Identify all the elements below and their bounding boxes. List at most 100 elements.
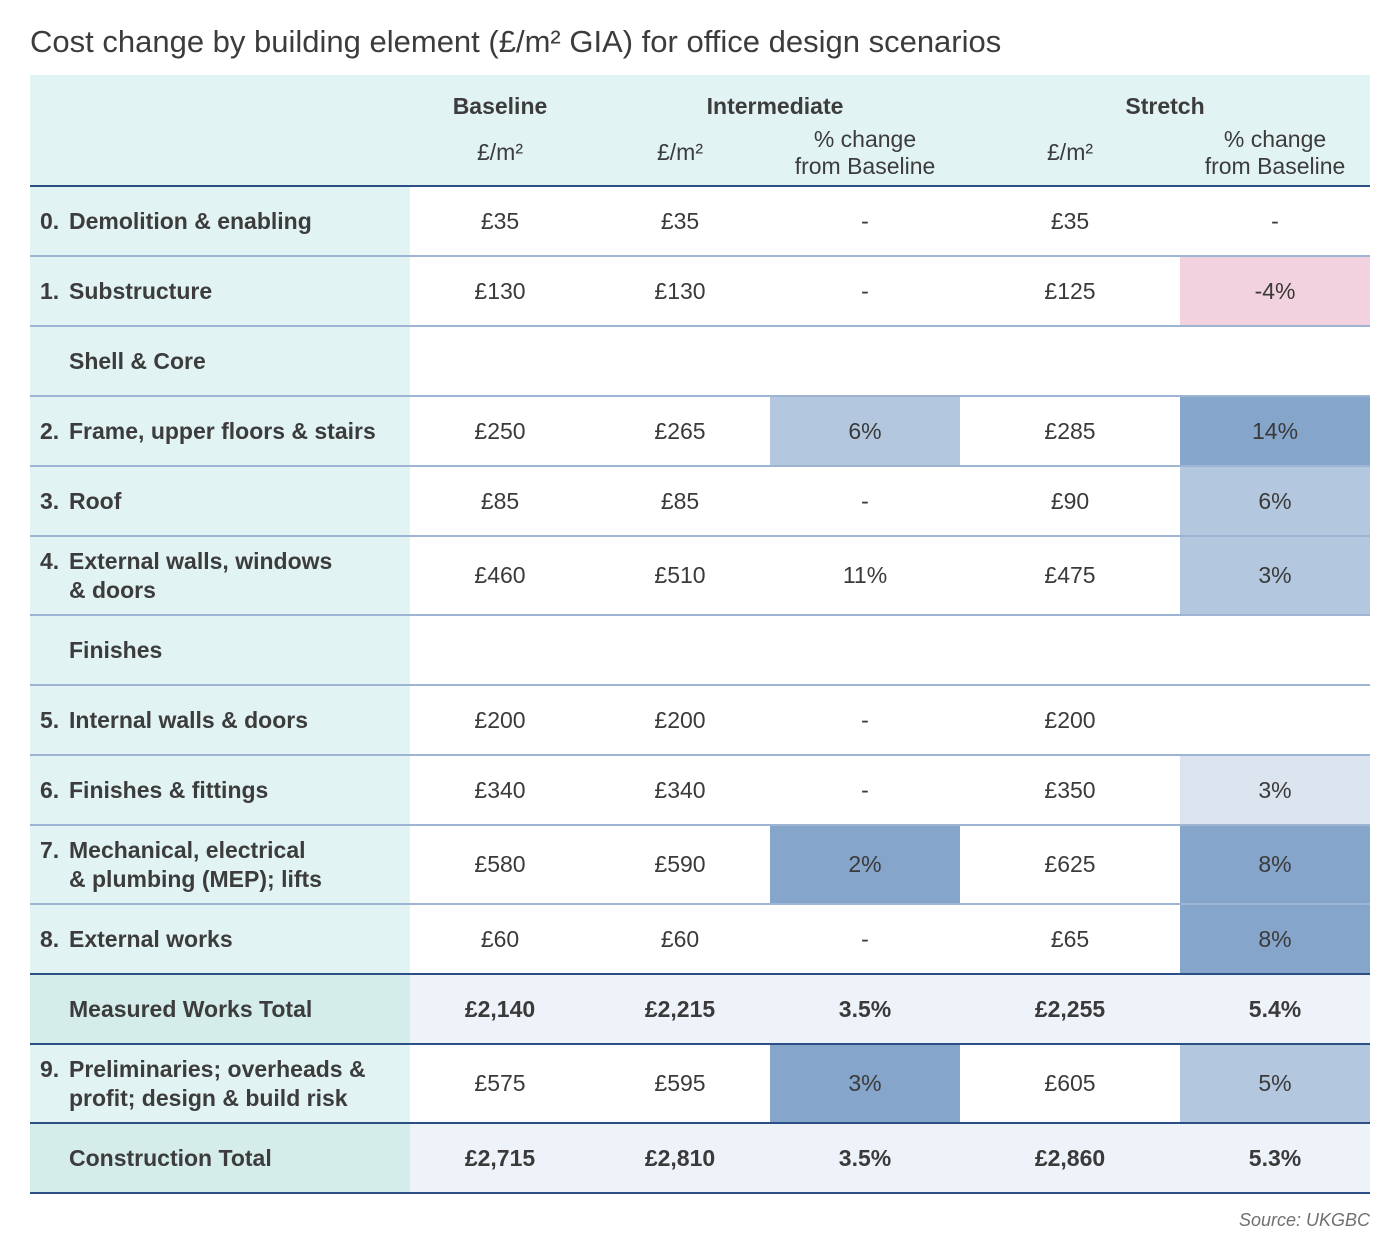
row-label: 4. External walls, windows & doors xyxy=(30,536,410,616)
value-cell: £200 xyxy=(960,685,1181,756)
value-cell: - xyxy=(770,685,961,756)
table-body: 0. Demolition & enabling £35 £35- £35-1. Subs… xyxy=(30,186,1371,1194)
group-header-baseline: Baseline xyxy=(410,75,590,120)
table-row: 2. Frame, upper floors & stairs £250 £265 6%… xyxy=(30,396,1371,467)
value-cell: £475 xyxy=(960,536,1181,616)
group-header-stretch: Stretch xyxy=(960,75,1371,120)
value-cell: £2,215 xyxy=(590,974,770,1045)
value-cell: - xyxy=(1180,186,1371,257)
section-label: Shell & Core xyxy=(30,326,410,397)
value-cell: £90 xyxy=(960,466,1181,537)
value-cell: 2% xyxy=(770,825,961,905)
table-row: 7. Mechanical, electrical & plumbing (MEP)… xyxy=(30,825,1371,905)
cost-table: Baseline Intermediate Stretch £/m² £/m² … xyxy=(30,75,1371,1194)
value-cell: £85 xyxy=(410,466,590,537)
value-cell: £340 xyxy=(590,755,770,826)
value-cell: £350 xyxy=(960,755,1181,826)
section-blank xyxy=(410,615,1371,686)
value-cell: 3% xyxy=(1180,755,1371,826)
row-label: 3. Roof xyxy=(30,466,410,537)
column-header: % change from Baseline xyxy=(1180,120,1371,186)
row-number: 5. xyxy=(40,706,60,733)
value-cell: 3.5% xyxy=(770,974,961,1045)
row-label: 6. Finishes & fittings xyxy=(30,755,410,826)
header-corner xyxy=(30,75,410,120)
column-header: £/m² xyxy=(410,120,590,186)
value-cell: £35 xyxy=(410,186,590,257)
table-row: 8. External works £60 £60- £65 8% xyxy=(30,904,1371,975)
value-cell: £2,860 xyxy=(960,1123,1181,1194)
value-cell: - xyxy=(770,186,961,257)
value-cell: - xyxy=(770,256,961,327)
row-number: 6. xyxy=(40,776,60,803)
value-cell: - xyxy=(770,904,961,975)
value-cell: £200 xyxy=(410,685,590,756)
table-row: 4. External walls, windows & doors £460 £510… xyxy=(30,536,1371,616)
section-label-text: Shell & Core xyxy=(69,347,206,374)
value-cell: £580 xyxy=(410,825,590,905)
value-cell: £130 xyxy=(410,256,590,327)
section-row: Shell & Core xyxy=(30,326,1371,397)
value-cell: £65 xyxy=(960,904,1181,975)
value-cell: £200 xyxy=(590,685,770,756)
value-cell: £130 xyxy=(590,256,770,327)
value-cell: £35 xyxy=(590,186,770,257)
table-row: 5. Internal walls & doors £200 £200- £200 xyxy=(30,685,1371,756)
value-cell: 3% xyxy=(770,1044,961,1124)
row-number: 4. xyxy=(40,547,60,574)
total-row: Measured Works Total £2,140 £2,215 3.5% £2,2… xyxy=(30,974,1371,1045)
value-cell: £510 xyxy=(590,536,770,616)
row-label: 7. Mechanical, electrical & plumbing (MEP)… xyxy=(30,825,410,905)
value-cell: 8% xyxy=(1180,904,1371,975)
value-cell: £625 xyxy=(960,825,1181,905)
chart-title: Cost change by building element (£/m² GI… xyxy=(30,24,1002,59)
header-corner-sub xyxy=(30,120,410,186)
value-cell: £2,715 xyxy=(410,1123,590,1194)
value-cell: £2,255 xyxy=(960,974,1181,1045)
value-cell: £590 xyxy=(590,825,770,905)
row-label: 2. Frame, upper floors & stairs xyxy=(30,396,410,467)
table-row: 6. Finishes & fittings £340 £340- £350 3% xyxy=(30,755,1371,826)
row-number: 1. xyxy=(40,277,60,304)
table-row: 0. Demolition & enabling £35 £35- £35- xyxy=(30,186,1371,257)
value-cell: £265 xyxy=(590,396,770,467)
value-cell: £125 xyxy=(960,256,1181,327)
value-cell: 5.3% xyxy=(1180,1123,1371,1194)
value-cell: 14% xyxy=(1180,396,1371,467)
value-cell: £60 xyxy=(590,904,770,975)
row-label: 0. Demolition & enabling xyxy=(30,186,410,257)
total-label: Construction Total xyxy=(30,1123,410,1194)
table-header: Baseline Intermediate Stretch £/m² £/m² … xyxy=(30,75,1371,186)
table-row: 9. Preliminaries; overheads & profit; desi… xyxy=(30,1044,1371,1124)
total-label: Measured Works Total xyxy=(30,974,410,1045)
row-number: 8. xyxy=(40,925,60,952)
value-cell: £250 xyxy=(410,396,590,467)
row-label: 8. External works xyxy=(30,904,410,975)
value-cell: £60 xyxy=(410,904,590,975)
section-blank xyxy=(410,326,1371,397)
value-cell: - xyxy=(770,755,961,826)
group-header-intermediate: Intermediate xyxy=(590,75,961,120)
value-cell: 3.5% xyxy=(770,1123,961,1194)
value-cell: £285 xyxy=(960,396,1181,467)
value-cell: £85 xyxy=(590,466,770,537)
table-row: 1. Substructure £130 £130- £125 -4% xyxy=(30,256,1371,327)
value-cell: 5% xyxy=(1180,1044,1371,1124)
column-header: % change from Baseline xyxy=(770,120,961,186)
row-number: 7. xyxy=(40,836,60,863)
value-cell: £2,810 xyxy=(590,1123,770,1194)
section-label: Finishes xyxy=(30,615,410,686)
value-cell: - xyxy=(770,466,961,537)
value-cell xyxy=(1180,685,1371,756)
value-cell: £575 xyxy=(410,1044,590,1124)
value-cell: 6% xyxy=(770,396,961,467)
value-cell: 5.4% xyxy=(1180,974,1371,1045)
table-row: 3. Roof £85 £85- £90 6% xyxy=(30,466,1371,537)
total-row: Construction Total £2,715 £2,810 3.5% £2,860… xyxy=(30,1123,1371,1194)
value-cell: £460 xyxy=(410,536,590,616)
section-row: Finishes xyxy=(30,615,1371,686)
value-cell: 6% xyxy=(1180,466,1371,537)
row-label: 1. Substructure xyxy=(30,256,410,327)
row-number: 9. xyxy=(40,1055,60,1082)
value-cell: £340 xyxy=(410,755,590,826)
